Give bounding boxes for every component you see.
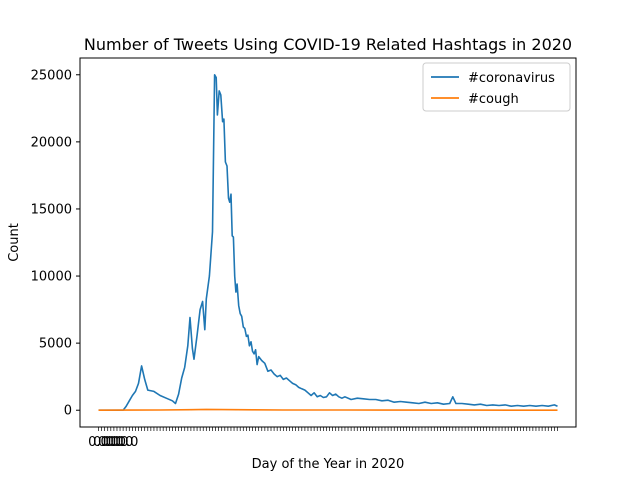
y-tick-label: 20000 [31,135,72,150]
x-tick-label: 0.0 [108,435,129,450]
axes-frame [79,57,577,428]
legend-label: #coronavirus [468,71,555,86]
series-line-coronavirus [98,74,558,411]
x-tick-label: 0.0 [118,435,139,450]
series-layer [98,74,558,411]
series-line-cough [98,408,558,411]
x-tick-label: 0.0 [98,435,119,450]
y-tick-label: 0 [64,404,72,419]
legend-box [422,62,571,112]
legend: #coronavirus #cough [422,62,571,112]
y-tick-label: 10000 [31,270,72,285]
chart-title: Number of Tweets Using COVID-19 Related … [84,35,572,54]
y-tick-label: 15000 [31,202,72,217]
x-tick-label: 0.0 [93,435,114,450]
legend-label: #cough [468,92,519,107]
x-axis-title: Day of the Year in 2020 [252,457,405,472]
y-tick-label: 25000 [31,68,72,83]
x-tick-label: 0.0 [88,435,109,450]
y-axis-ticks: 0 5000 10000 15000 20000 25000 [31,68,80,419]
x-tick-label: 0.0 [113,435,134,450]
y-axis-title: Count [7,223,22,262]
x-axis-ticks: 0.00.00.00.00.00.00.0 [88,427,558,450]
y-tick-label: 5000 [39,337,72,352]
x-tick-label: 0.0 [103,435,124,450]
